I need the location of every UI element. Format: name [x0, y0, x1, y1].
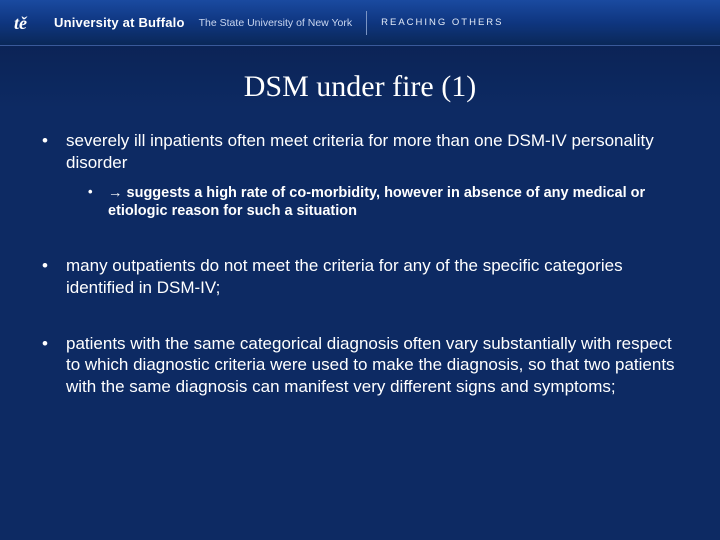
slide: tě University at Buffalo The State Unive…	[0, 0, 720, 540]
ub-logo-icon: tě	[12, 9, 46, 37]
arrow-icon: →	[108, 185, 123, 201]
header-bar: tě University at Buffalo The State Unive…	[0, 0, 720, 46]
content-area: DSM under fire (1) severely ill inpatien…	[0, 46, 720, 398]
bullet-text: severely ill inpatients often meet crite…	[66, 131, 654, 172]
bullet-text: patients with the same categorical diagn…	[66, 334, 675, 397]
bullet-item: patients with the same categorical diagn…	[38, 333, 682, 398]
header-divider	[366, 11, 367, 35]
bullet-text: many outpatients do not meet the criteri…	[66, 256, 623, 297]
slide-title: DSM under fire (1)	[38, 70, 682, 104]
bullet-item: many outpatients do not meet the criteri…	[38, 255, 682, 299]
sub-bullet-item: → suggests a high rate of co-morbidity, …	[86, 184, 682, 222]
bullet-list: severely ill inpatients often meet crite…	[38, 130, 682, 398]
sub-bullet-list: → suggests a high rate of co-morbidity, …	[66, 184, 682, 222]
sub-bullet-text: suggests a high rate of co-morbidity, ho…	[108, 185, 645, 220]
suny-name: The State University of New York	[199, 17, 353, 29]
tagline: REACHING OTHERS	[381, 17, 503, 28]
bullet-item: severely ill inpatients often meet crite…	[38, 130, 682, 221]
logo-block: tě University at Buffalo The State Unive…	[12, 9, 352, 37]
svg-text:tě: tě	[14, 13, 28, 33]
university-name: University at Buffalo	[54, 15, 185, 30]
